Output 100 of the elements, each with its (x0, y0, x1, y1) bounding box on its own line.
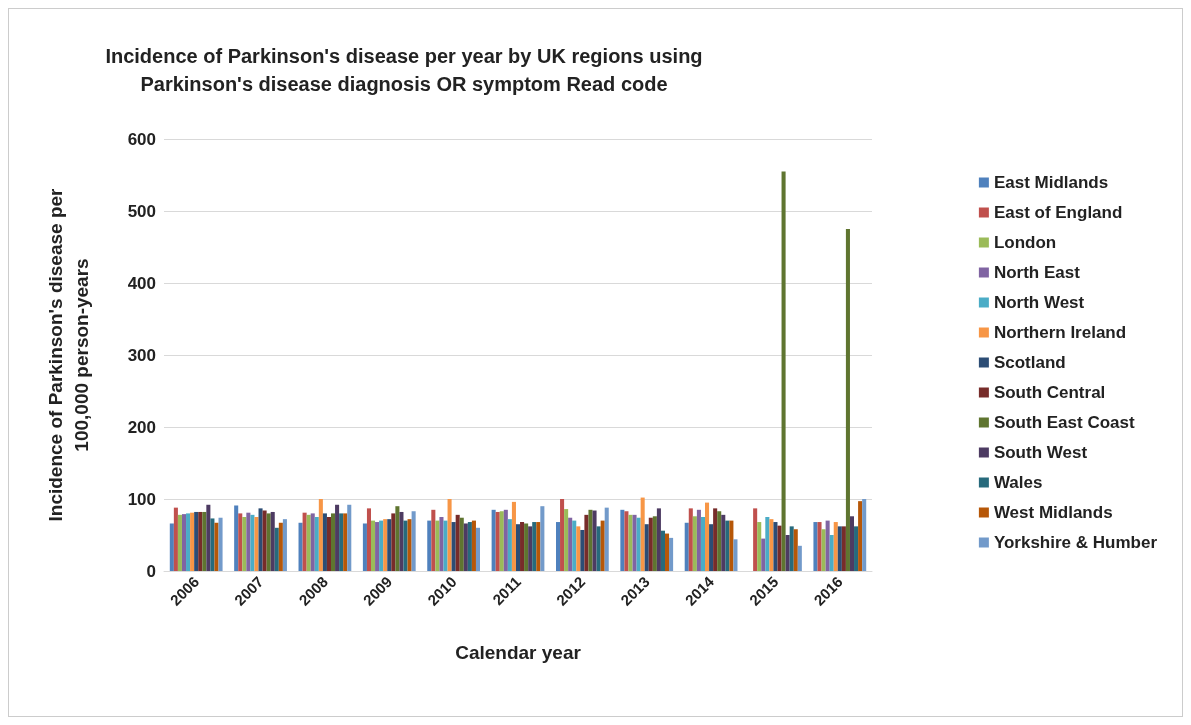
bar (499, 511, 504, 571)
bar (636, 517, 641, 571)
bar (439, 517, 444, 571)
bar (399, 511, 404, 571)
bar (270, 511, 275, 571)
bar (387, 519, 392, 571)
bar (789, 526, 794, 571)
bar (862, 499, 867, 571)
y-tick-label: 100 (127, 489, 156, 509)
bar (528, 526, 533, 571)
bar (403, 520, 408, 571)
bar (773, 522, 778, 571)
bar (515, 524, 521, 571)
bar (331, 513, 336, 571)
bar (314, 517, 319, 571)
bar (765, 517, 770, 571)
bar (298, 522, 303, 571)
bar (524, 523, 529, 571)
bar (246, 512, 251, 571)
bar (648, 517, 653, 571)
bar (829, 535, 834, 571)
bar (214, 522, 219, 571)
legend-label: South Central (993, 383, 1106, 402)
bar (536, 522, 541, 571)
bar (375, 522, 380, 571)
bar (725, 520, 730, 571)
bar (604, 507, 609, 571)
bar (656, 508, 661, 571)
bar (391, 513, 396, 571)
bar (459, 517, 464, 571)
bar (644, 524, 649, 571)
bar (379, 520, 384, 571)
bar (435, 520, 440, 571)
bar (431, 509, 436, 571)
bar (705, 502, 710, 571)
bar (825, 520, 830, 571)
bar (753, 508, 758, 571)
bar (282, 519, 287, 571)
bar (684, 522, 689, 571)
bar (620, 509, 625, 571)
bar (262, 510, 267, 571)
bar (371, 520, 376, 571)
bar (306, 514, 311, 571)
bar (335, 504, 340, 571)
bar (169, 523, 174, 571)
bar (572, 520, 577, 571)
bar (669, 537, 674, 571)
legend-label: Northern Ireland (993, 323, 1127, 342)
bar (266, 513, 271, 571)
bar (781, 171, 786, 571)
bar (709, 524, 714, 571)
y-axis-title: Incidence of Parkinson's disease per 100,000 person-years (44, 187, 92, 522)
bar (366, 508, 371, 571)
bar (443, 520, 448, 571)
bar (640, 497, 645, 571)
bar (471, 520, 476, 571)
bar (194, 511, 199, 571)
bar (234, 505, 239, 571)
bar (813, 522, 818, 571)
bar (475, 527, 481, 571)
bar (592, 510, 597, 571)
chart-title: Incidence of Parkinson's disease per year by UK regions using Parkinson's disease diagnosis OR symptom Read code (105, 45, 703, 95)
legend-label: Wales (993, 473, 1043, 492)
bar (206, 504, 211, 571)
bar (491, 509, 496, 571)
bar (274, 527, 279, 571)
bar (632, 514, 637, 571)
bar (451, 522, 456, 571)
bar (202, 511, 207, 571)
bar (700, 517, 705, 571)
bar (841, 526, 846, 571)
bar (181, 514, 187, 571)
bar (600, 520, 605, 571)
bar (407, 519, 412, 571)
bar (218, 517, 223, 571)
bar (837, 526, 842, 571)
bar (339, 513, 344, 571)
bar (254, 517, 259, 571)
bar (362, 523, 367, 571)
bar (845, 229, 850, 571)
bar (757, 522, 762, 571)
bar (383, 519, 388, 571)
bar (769, 519, 774, 571)
bar (343, 513, 348, 571)
bar (447, 499, 452, 571)
bar (761, 538, 766, 571)
bar (395, 506, 400, 571)
bar (628, 514, 633, 571)
bar (793, 529, 798, 571)
bar (721, 514, 726, 571)
bar (849, 516, 855, 571)
legend-label: London (993, 233, 1057, 252)
bar (560, 499, 565, 571)
bar (238, 513, 243, 571)
bar (833, 522, 838, 571)
bar (588, 509, 593, 571)
x-axis-title: Calendar year (455, 642, 582, 663)
bar (555, 522, 561, 571)
y-tick-label: 0 (146, 561, 156, 581)
bar (190, 512, 195, 571)
